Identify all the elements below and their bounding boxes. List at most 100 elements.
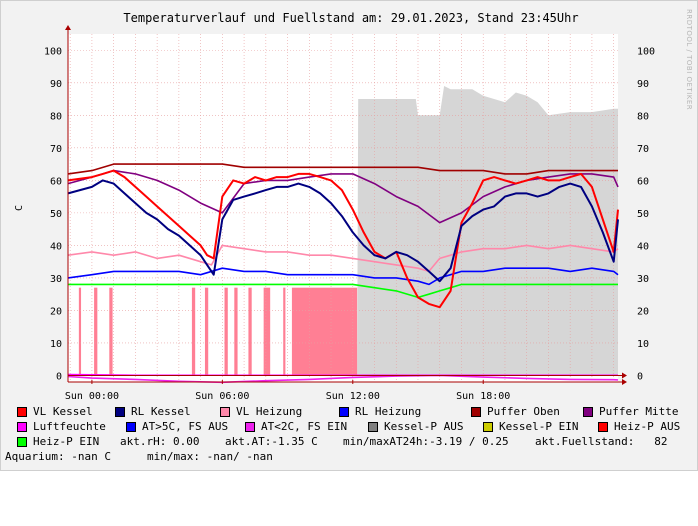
y-tick-label-right: 90 — [637, 79, 649, 90]
y-axis-label: C — [14, 205, 25, 211]
y-tick-label-left: 60 — [50, 176, 62, 187]
legend-label: Luftfeuchte — [33, 420, 106, 433]
legend-row-2: Luftfeuchte AT>5C, FS AUS AT<2C, FS EIN … — [17, 420, 680, 434]
x-tick-label: Sun 06:00 — [195, 391, 249, 401]
current-outdoor-temp: akt.AT:-1.35 C — [225, 435, 318, 448]
series-line-rl-kessel — [67, 179, 619, 283]
legend-item-puffer-oben: Puffer Oben — [471, 405, 560, 418]
legend-label: VL Kessel — [33, 405, 93, 418]
heiz-p-bar — [234, 287, 238, 376]
y-tick-label-right: 50 — [637, 209, 649, 220]
series-line-rl-heizung — [67, 267, 619, 286]
legend-item-kessel-p-ein: Kessel-P EIN — [483, 420, 578, 433]
y-tick-label-left: 40 — [50, 241, 62, 252]
y-tick-label-left: 50 — [50, 209, 62, 220]
y-tick-label-left: 90 — [50, 79, 62, 90]
legend-label: Kessel-P AUS — [384, 420, 464, 433]
legend-swatch — [17, 436, 27, 447]
series-line-heiz-p-ein — [68, 283, 618, 299]
y-tick-label-right: 80 — [637, 111, 649, 122]
legend-item-rl-heizung: RL Heizung — [339, 405, 421, 418]
legend-item-puffer-mitte: Puffer Mitte — [583, 405, 678, 418]
y-tick-label-right: 0 — [637, 371, 643, 382]
legend-swatch — [220, 406, 230, 417]
y-tick-label-left: 80 — [50, 111, 62, 122]
y-axis-arrow-icon — [65, 25, 71, 30]
legend-item-luftfeuchte: Luftfeuchte — [17, 420, 106, 433]
legend-swatch — [115, 406, 125, 417]
legend-label: AT<2C, FS EIN — [261, 420, 348, 433]
x-tick-label: Sun 12:00 — [326, 391, 380, 401]
legend-label: Heiz-P EIN — [33, 435, 100, 448]
x-axis-bottom-arrow-icon — [622, 379, 627, 385]
y-tick-label-right: 10 — [637, 339, 649, 350]
y-tick-label-right: 60 — [637, 176, 649, 187]
legend-label: RL Heizung — [355, 405, 422, 418]
legend-item-vl-heizung: VL Heizung — [220, 405, 302, 418]
y-tick-label-right: 100 — [637, 46, 655, 57]
legend-item-heiz-p-aus: Heiz-P AUS — [598, 420, 680, 433]
plot-area: 0 0 10 10 20 20 30 30 40 40 50 50 60 60 70 70 80 80 90 90 10… — [44, 25, 655, 401]
heiz-p-bar — [204, 287, 209, 376]
legend-item-at-above-5c: AT>5C, FS AUS — [126, 420, 228, 433]
series-line-puffer-oben — [67, 163, 618, 175]
heiz-p-bar — [224, 287, 228, 376]
y-tick-label-right: 20 — [637, 306, 649, 317]
chart-title: Temperaturverlauf und Fuellstand am: 29.… — [123, 11, 578, 25]
legend-label: Kessel-P EIN — [499, 420, 579, 433]
legend-swatch — [17, 406, 27, 417]
current-humidity: akt.rH: 0.00 — [120, 435, 200, 448]
legend-label: AT>5C, FS AUS — [142, 420, 229, 433]
legend-label: Puffer Mitte — [599, 405, 679, 418]
legend-row-3: Heiz-P EIN akt.rH: 0.00 akt.AT:-1.35 C m… — [17, 435, 667, 449]
legend-swatch — [583, 406, 593, 417]
min-max-outdoor-temp-24h: min/maxAT24h:-3.19 / 0.25 — [343, 435, 509, 448]
current-fill-level: akt.Fuellstand: 82 — [535, 435, 668, 448]
y-tick-label-right: 70 — [637, 144, 649, 155]
heiz-p-bar — [78, 287, 82, 376]
legend-item-heiz-p-ein: Heiz-P EIN — [17, 435, 99, 448]
chart-svg: Temperaturverlauf und Fuellstand am: 29.… — [14, 9, 693, 401]
legend-swatch — [471, 406, 481, 417]
legend-label: Heiz-P AUS — [614, 420, 681, 433]
legend-swatch — [245, 421, 255, 432]
rrdtool-watermark: RRDTOOL / TOBI OETIKER — [685, 9, 693, 110]
legend-swatch — [126, 421, 136, 432]
aquarium-temp: Aquarium: -nan C — [5, 450, 111, 463]
y-tick-label-left: 20 — [50, 306, 62, 317]
heiz-p-bar — [283, 287, 286, 376]
legend-label: VL Heizung — [236, 405, 303, 418]
series-line-at-2c-fs-ein — [67, 374, 619, 384]
x-tick-label: Sun 00:00 — [65, 391, 119, 401]
chart-frame: Temperaturverlauf und Fuellstand am: 29.… — [0, 0, 698, 471]
heiz-p-bar — [191, 287, 196, 376]
legend-swatch — [17, 421, 27, 432]
legend-item-rl-kessel: RL Kessel — [115, 405, 191, 418]
legend-row-1: VL Kessel RL Kessel VL Heizung RL Heizun… — [17, 405, 678, 419]
series-line-vl-kessel — [67, 169, 619, 309]
legend-item-vl-kessel: VL Kessel — [17, 405, 93, 418]
fill-level-area — [357, 86, 618, 376]
heiz-p-bar — [263, 287, 271, 376]
y-tick-label-left: 100 — [44, 46, 62, 57]
heiz-p-bar — [109, 287, 113, 376]
x-tick-label: Sun 18:00 — [456, 391, 510, 401]
legend-label: Puffer Oben — [487, 405, 560, 418]
legend-swatch — [339, 406, 349, 417]
legend-swatch — [483, 421, 493, 432]
y-tick-label-right: 40 — [637, 241, 649, 252]
heiz-p-bar — [94, 287, 98, 376]
legend-item-at-below-2c: AT<2C, FS EIN — [245, 420, 347, 433]
aquarium-min-max: min/max: -nan/ -nan — [147, 450, 273, 463]
legend-swatch — [598, 421, 608, 432]
heiz-p-bar — [291, 287, 358, 376]
y-tick-label-left: 70 — [50, 144, 62, 155]
y-tick-label-left: 0 — [56, 371, 62, 382]
legend-row-4: Aquarium: -nan C min/max: -nan/ -nan — [5, 450, 273, 464]
legend-item-kessel-p-aus: Kessel-P AUS — [368, 420, 463, 433]
legend-swatch — [368, 421, 378, 432]
y-tick-label-left: 10 — [50, 339, 62, 350]
y-tick-label-right: 30 — [637, 274, 649, 285]
y-tick-label-left: 30 — [50, 274, 62, 285]
legend-label: RL Kessel — [131, 405, 191, 418]
